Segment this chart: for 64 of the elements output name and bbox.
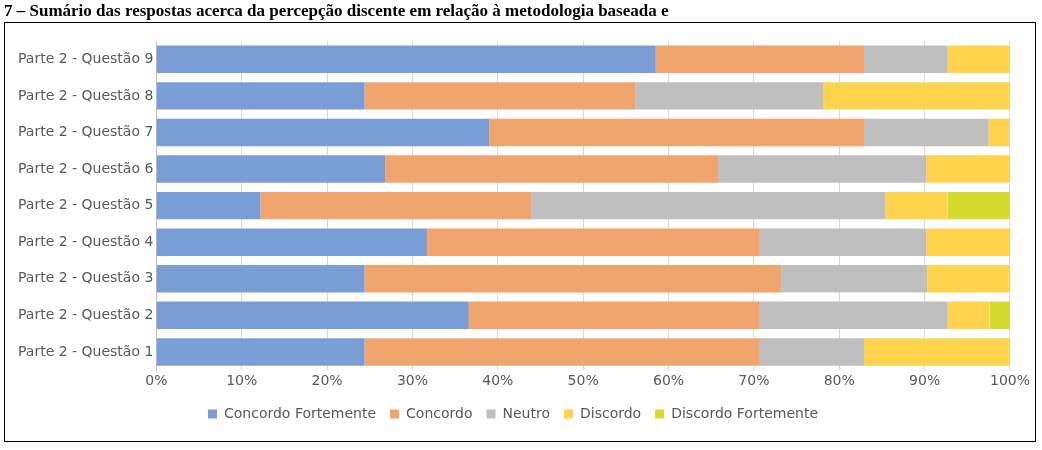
bar [864, 338, 1010, 366]
bar [947, 301, 990, 330]
legend-label: Neutro [502, 404, 550, 421]
bar [156, 265, 365, 293]
x-tick-label: 100% [989, 372, 1030, 389]
bar [489, 118, 865, 147]
x-tick-label: 0% [145, 372, 168, 389]
bar [759, 338, 865, 366]
bar [926, 228, 1010, 256]
bar [156, 82, 365, 110]
bar [988, 118, 1010, 147]
bar [364, 265, 782, 293]
bar [364, 82, 636, 110]
x-tick-label: 40% [482, 372, 514, 389]
bar [947, 191, 1010, 220]
bar [718, 155, 927, 183]
bar [385, 155, 719, 183]
bar [655, 45, 865, 74]
bar [823, 82, 1010, 110]
y-tick-label: Parte 2 - Questão 3 [17, 269, 154, 286]
bar [156, 338, 365, 366]
bar [156, 228, 427, 256]
x-tick-label: 80% [823, 372, 855, 389]
y-tick-label: Parte 2 - Questão 6 [17, 159, 154, 176]
x-tick-label: 70% [738, 372, 770, 389]
chart-title: 7 – Sumário das respostas acerca da percepção discente em relação à metodologia baseada e [3, 0, 670, 22]
bar [781, 265, 928, 293]
x-tick-label: 60% [652, 372, 685, 389]
bar [926, 155, 1010, 183]
bar [947, 45, 1010, 74]
y-tick-label: Parte 2 - Questão 5 [17, 196, 154, 213]
y-tick-label: Parte 2 - Questão 8 [17, 86, 154, 103]
bar [927, 265, 1010, 293]
legend-label: Discordo [579, 404, 642, 421]
x-tick-label: 30% [396, 372, 428, 389]
x-tick-label: 90% [909, 372, 941, 389]
bar [635, 82, 824, 110]
bar [156, 118, 490, 147]
y-tick-label: Parte 2 - Questão 4 [17, 232, 154, 249]
bar [864, 118, 989, 147]
x-tick-label: 20% [311, 372, 343, 389]
x-tick-label: 10% [226, 372, 258, 389]
bar [426, 228, 760, 256]
bar [156, 155, 386, 183]
x-tick-label: 50% [567, 372, 599, 389]
bar [156, 191, 261, 220]
bar [759, 301, 948, 330]
bar [989, 301, 1010, 330]
bar [864, 45, 948, 74]
y-tick-label: Parte 2 - Questão 7 [17, 123, 154, 140]
bar [531, 191, 886, 220]
y-tick-label: Parte 2 - Questão 1 [17, 342, 154, 359]
bar [468, 301, 760, 330]
legend-label: Concordo Fortemente [223, 404, 377, 421]
bar [156, 301, 469, 330]
bar [885, 191, 948, 220]
bar [156, 45, 656, 74]
y-tick-label: Parte 2 - Questão 2 [17, 305, 154, 322]
bar [260, 191, 532, 220]
bar [364, 338, 760, 366]
legend-label: Concordo [406, 404, 473, 421]
bar [759, 228, 927, 256]
legend-label: Discordo Fortemente [671, 404, 819, 421]
y-tick-label: Parte 2 - Questão 9 [17, 49, 154, 66]
